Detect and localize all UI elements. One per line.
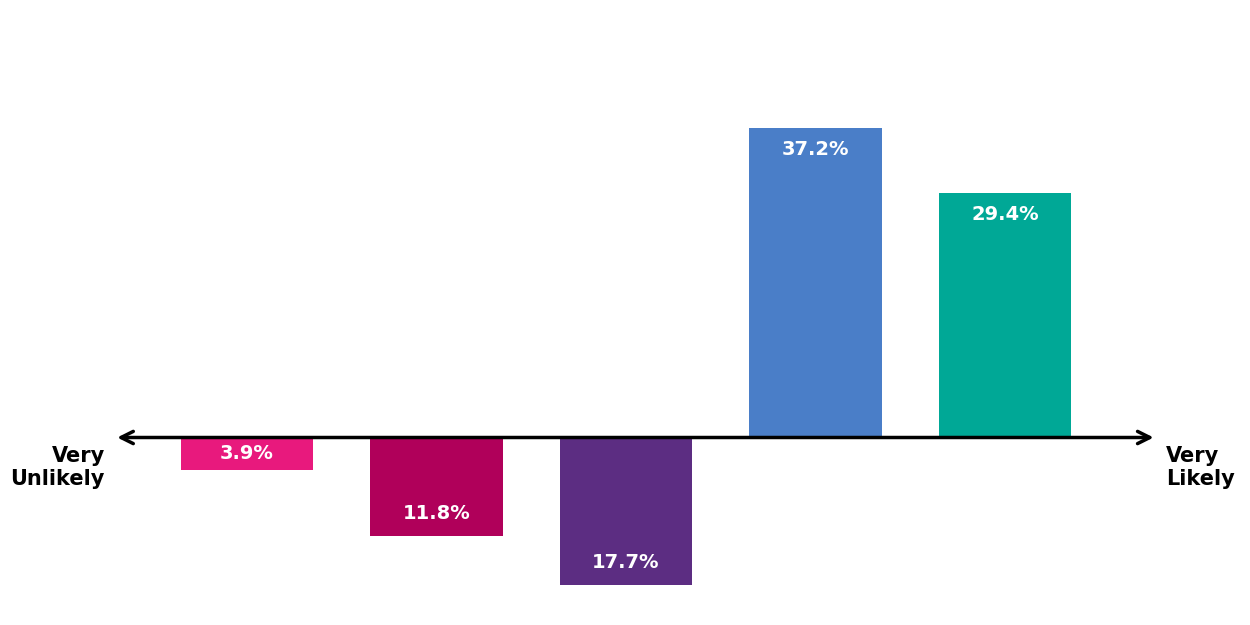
Text: 29.4%: 29.4%: [971, 205, 1039, 224]
Bar: [749, 127, 881, 438]
Text: 11.8%: 11.8%: [402, 504, 470, 523]
Text: 17.7%: 17.7%: [592, 554, 660, 572]
Bar: [939, 192, 1071, 438]
Text: 37.2%: 37.2%: [781, 140, 849, 159]
Bar: [560, 438, 692, 585]
Text: Very
Unlikely: Very Unlikely: [10, 446, 105, 489]
Bar: [181, 438, 314, 470]
Text: 3.9%: 3.9%: [220, 444, 274, 463]
Bar: [370, 438, 503, 536]
Text: Very
Likely: Very Likely: [1166, 446, 1235, 489]
